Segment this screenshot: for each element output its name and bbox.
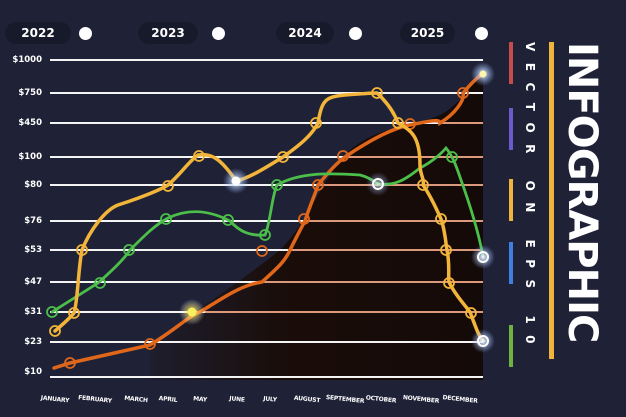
color-bar-green (509, 325, 513, 367)
orange-markers (64, 87, 469, 369)
x-tick-label: JULY (262, 395, 278, 404)
y-tick-label: $10 (24, 367, 42, 377)
year-dot-2022 (79, 27, 92, 40)
x-tick-label: JUNE (228, 395, 246, 404)
year-dot-2023 (212, 27, 225, 40)
y-tick-label: $31 (24, 307, 42, 317)
color-bar-yellow (509, 179, 513, 221)
year-pill-2022: 2022 (5, 22, 71, 44)
series-green-line (50, 145, 485, 314)
y-tick-label: $100 (18, 152, 42, 162)
y-tick-label: $450 (18, 118, 42, 128)
orange-area-fill (150, 74, 483, 380)
year-pill-2024: 2024 (276, 22, 334, 44)
accent-bar (549, 42, 554, 359)
y-tick-label: $1000 (12, 55, 42, 65)
series-yellow-line (53, 91, 485, 343)
series-orange-line (52, 72, 485, 370)
year-dot-2024 (349, 27, 362, 40)
y-tick-label: $76 (24, 216, 42, 226)
year-pill-2023: 2023 (138, 22, 198, 44)
year-pill-2025: 2025 (400, 22, 455, 44)
yellow-markers (49, 87, 477, 337)
color-bar-purple (509, 108, 513, 150)
y-tick-label: $750 (18, 88, 42, 98)
y-tick-label: $53 (24, 245, 42, 255)
color-bar-blue (509, 242, 513, 284)
y-tick-label: $23 (24, 337, 42, 347)
color-bar-red (509, 42, 513, 84)
title-text: INFOGRAPHIC (559, 42, 605, 343)
x-tick-label: MAY (192, 395, 208, 404)
highlight-points (179, 62, 495, 353)
year-dot-2025 (475, 27, 488, 40)
subtitle-text: VECTOR ON EPS 10 (523, 42, 537, 356)
y-tick-label: $47 (24, 277, 42, 287)
y-tick-label: $80 (24, 180, 42, 190)
green-markers (46, 151, 458, 318)
